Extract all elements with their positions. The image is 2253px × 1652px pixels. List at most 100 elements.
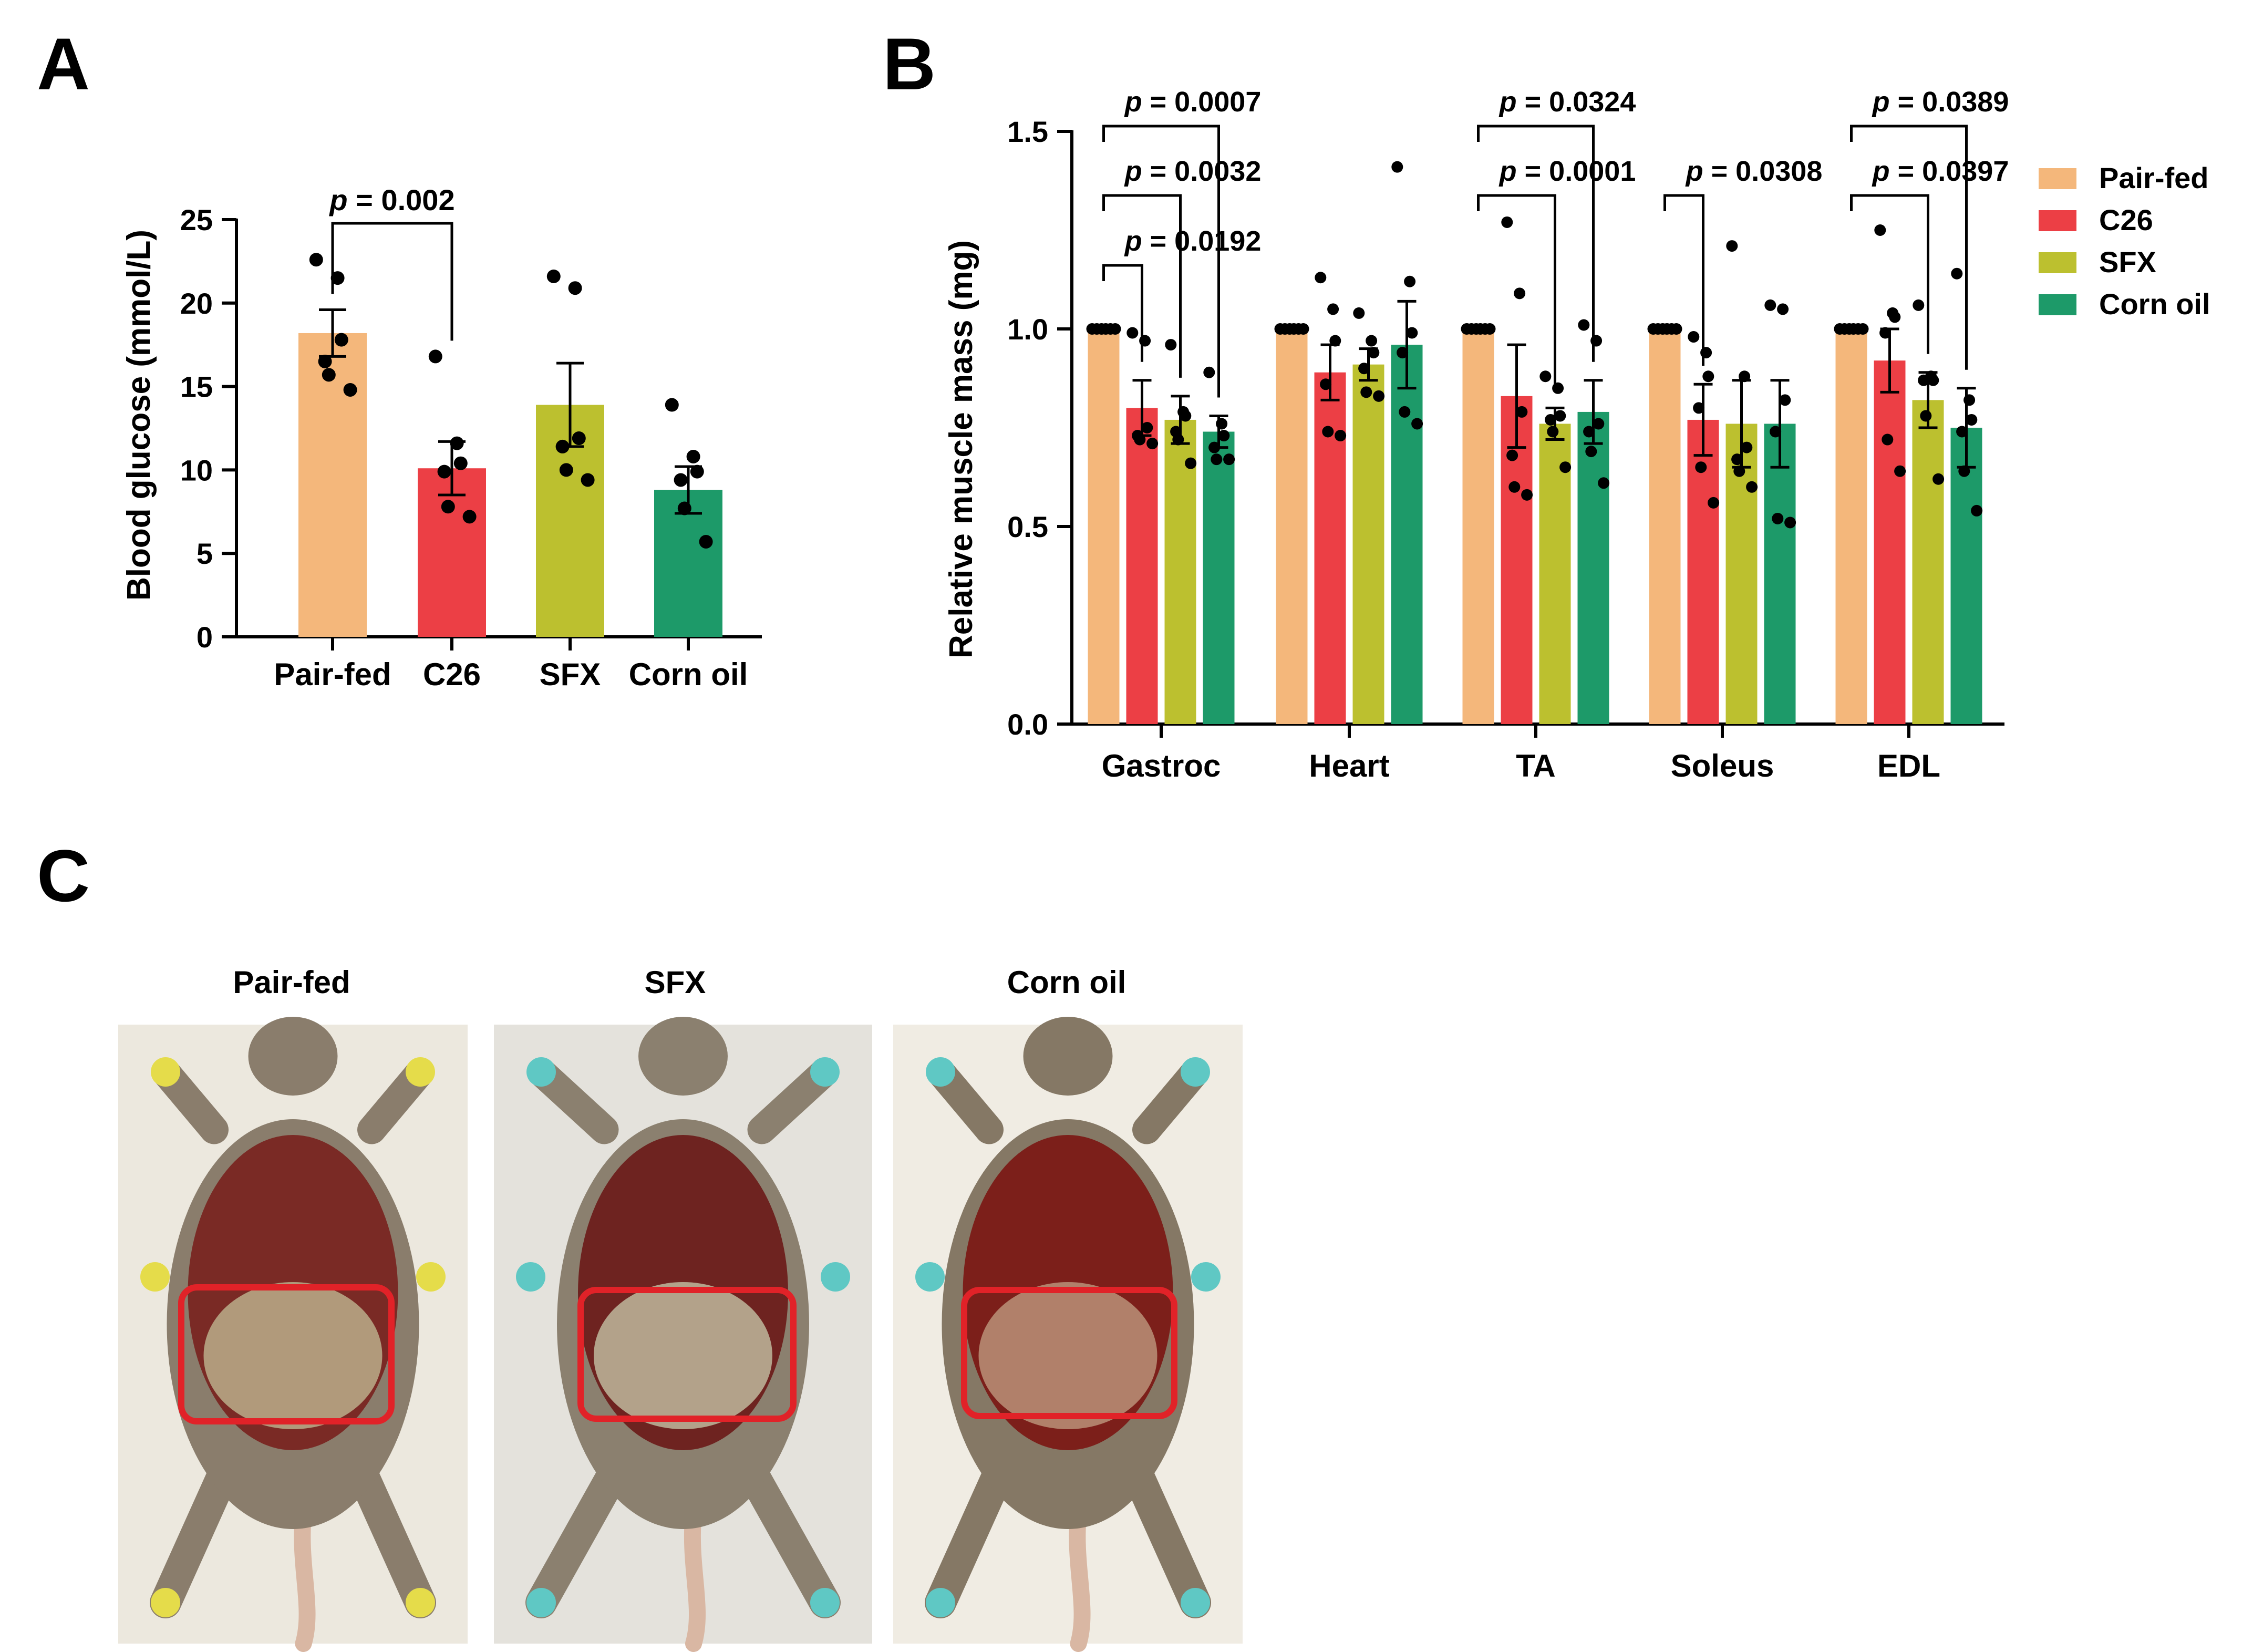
chart-b-point-ta-sfx	[1547, 426, 1559, 438]
chart-b-significance-bracket	[1477, 194, 1556, 390]
chart-b-point-edl-c26	[1879, 327, 1892, 339]
chart-b-point-gastroc-corn-oil	[1211, 453, 1223, 466]
photo-corn-oil-intestines	[978, 1282, 1157, 1429]
chart-b: Relative muscle mass (mg) 0.0 0.5 1.0 1.5 Ga…	[943, 86, 2009, 783]
chart-b-point-heart-c26	[1315, 272, 1327, 284]
chart-b-pvalue-label-value: = 0.0397	[1890, 156, 2009, 187]
photo-pair-fed-tail	[294, 1505, 316, 1652]
chart-b-bar-gastroc-corn-oil	[1203, 431, 1235, 724]
chart-b-point-soleus-corn-oil	[1764, 299, 1776, 311]
chart-a-ytick-label: 15	[180, 370, 213, 404]
chart-b-pvalue-label-p: p	[1124, 225, 1142, 257]
photo-sfx-highlight-box	[577, 1287, 797, 1422]
chart-a: Blood glucose (mmol/L) 0 5 10 15 20 25 Pair-fe…	[121, 183, 762, 692]
chart-a-point-pair-fed	[330, 271, 345, 285]
chart-b-bar-heart-pair-fed	[1276, 329, 1308, 724]
chart-b-point-gastroc-sfx	[1165, 339, 1177, 351]
chart-b-pvalue-label: p = 0.0389	[1872, 86, 2009, 118]
chart-b-point-edl-corn-oil	[1971, 504, 1983, 517]
chart-b-point-ta-c26	[1506, 449, 1518, 461]
chart-b-legend-label-c26: C26	[2099, 203, 2153, 236]
chart-a-xtick-label-sfx: SFX	[540, 657, 601, 692]
photo-sfx-pin	[516, 1262, 545, 1292]
chart-b-pvalue-label-value: = 0.0389	[1890, 86, 2009, 118]
chart-b-pvalue-label-value: = 0.0032	[1142, 156, 1262, 187]
chart-b-point-heart-corn-oil	[1411, 418, 1423, 430]
chart-b-bar-soleus-corn-oil	[1764, 424, 1796, 724]
chart-b-point-ta-c26	[1508, 481, 1521, 493]
chart-b-point-soleus-c26	[1693, 402, 1705, 414]
chart-b-point-soleus-sfx	[1726, 240, 1738, 252]
chart-a-point-pair-fed	[322, 368, 336, 382]
photo-pair-fed-intestines	[203, 1282, 383, 1429]
chart-b-bar-gastroc-c26	[1126, 408, 1158, 724]
chart-a-xtick-label-pair-fed: Pair-fed	[274, 657, 391, 692]
chart-b-point-gastroc-c26	[1141, 422, 1153, 433]
chart-b-ytick-label: 0.5	[1007, 510, 1048, 543]
chart-b-bar-heart-c26	[1314, 372, 1346, 724]
photo-corn-oil-leg	[1120, 1455, 1211, 1618]
chart-b-point-heart-corn-oil	[1404, 275, 1416, 287]
chart-a-point-c26	[462, 510, 477, 524]
chart-a-xtick-label-corn-oil: Corn oil	[629, 657, 748, 692]
chart-b-pvalue-label: p = 0.0324	[1498, 86, 1636, 118]
chart-b-bar-ta-c26	[1501, 396, 1533, 724]
chart-b-bar-gastroc-pair-fed	[1088, 329, 1120, 724]
chart-b-significance-bracket	[1850, 194, 1929, 354]
chart-b-point-ta-c26	[1516, 406, 1528, 418]
chart-b-xtick-label-soleus: Soleus	[1671, 748, 1774, 783]
photo-sfx-pin	[526, 1588, 556, 1617]
chart-b-pvalue-label: p = 0.0001	[1498, 156, 1636, 187]
chart-b-bar-ta-corn-oil	[1577, 411, 1609, 724]
chart-b-point-edl-sfx	[1913, 299, 1925, 311]
chart-b-bar-ta-pair-fed	[1462, 329, 1494, 724]
chart-b-point-soleus-pair-fed	[1670, 323, 1682, 335]
chart-b-point-heart-corn-oil	[1406, 327, 1418, 339]
chart-b-pvalue-label-p: p	[1872, 156, 1890, 187]
photo-sfx-intestines	[594, 1282, 772, 1429]
chart-b-point-heart-corn-oil	[1391, 161, 1403, 173]
chart-b-ylabel: Relative muscle mass (mg)	[943, 240, 979, 658]
chart-a-point-corn-oil	[677, 501, 691, 515]
chart-b-point-heart-sfx	[1368, 347, 1380, 359]
chart-a-point-corn-oil	[690, 464, 704, 479]
chart-b-xtick-label-heart: Heart	[1309, 748, 1389, 783]
chart-a-significance-bracket	[331, 222, 453, 341]
chart-a-bar-c26	[418, 468, 486, 637]
photo-corn-oil-highlight-box	[961, 1287, 1177, 1419]
photo-pair-fed-head	[248, 1017, 338, 1096]
chart-b-xtick-label-ta: TA	[1516, 748, 1556, 783]
chart-a-point-corn-oil	[699, 534, 713, 549]
chart-b-bar-edl-c26	[1874, 360, 1906, 724]
photo-corn-oil-pin	[915, 1262, 945, 1292]
chart-a-point-sfx	[559, 463, 573, 477]
chart-b-point-edl-c26	[1882, 433, 1894, 446]
chart-b-point-heart-c26	[1335, 430, 1347, 442]
chart-b-point-heart-c26	[1320, 378, 1332, 390]
chart-b-pvalue-label-value: = 0.0007	[1142, 86, 1262, 118]
chart-a-point-c26	[428, 349, 442, 364]
chart-b-point-soleus-sfx	[1741, 441, 1753, 453]
chart-b-point-gastroc-corn-oil	[1216, 418, 1228, 430]
chart-b-point-soleus-c26	[1708, 497, 1720, 509]
chart-b-significance-bracket	[1102, 194, 1182, 378]
chart-b-point-heart-sfx	[1366, 335, 1378, 347]
chart-b-point-gastroc-c26	[1134, 433, 1146, 446]
chart-b-point-edl-sfx	[1932, 473, 1945, 485]
chart-b-pvalue-label: p = 0.0397	[1872, 156, 2009, 187]
chart-b-point-soleus-c26	[1695, 461, 1707, 473]
photo-corn-oil-leg	[925, 1455, 1016, 1618]
chart-a-point-pair-fed	[318, 354, 332, 368]
chart-b-legend-label-corn-oil: Corn oil	[2099, 287, 2210, 321]
chart-b-point-gastroc-corn-oil	[1218, 430, 1230, 442]
chart-b-legend-swatch-sfx	[2039, 252, 2076, 273]
chart-b-pvalue-label: p = 0.0192	[1124, 225, 1262, 257]
chart-b-point-soleus-corn-oil	[1779, 394, 1791, 406]
chart-a-point-sfx	[568, 281, 582, 295]
photo-pair-fed-leg	[345, 1455, 436, 1618]
chart-a-point-sfx	[555, 439, 570, 453]
chart-b-point-edl-corn-oil	[1951, 267, 1963, 280]
chart-b-point-soleus-corn-oil	[1770, 426, 1782, 438]
chart-b-point-gastroc-sfx	[1185, 457, 1197, 469]
chart-a-point-c26	[450, 436, 464, 450]
